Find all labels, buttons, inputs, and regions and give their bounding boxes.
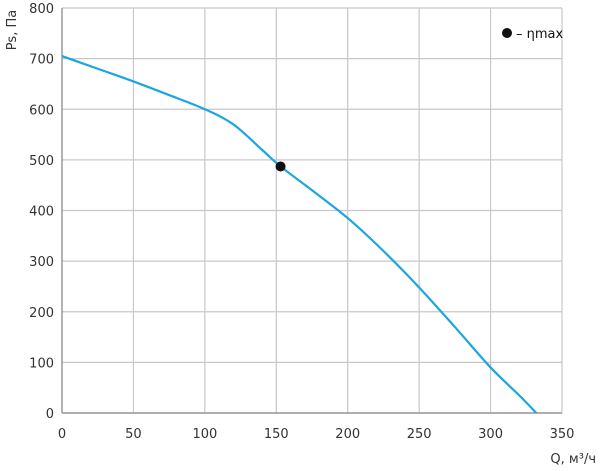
x-tick-label: 300 — [478, 427, 503, 442]
x-tick-label: 50 — [125, 427, 142, 442]
y-axis-label: Ps, Па — [5, 10, 20, 50]
y-tick-label: 100 — [29, 356, 54, 371]
x-tick-label: 350 — [550, 427, 575, 442]
axes — [61, 8, 562, 414]
x-tick-label: 150 — [264, 427, 289, 442]
x-tick-label: 0 — [58, 427, 66, 442]
y-tick-label: 200 — [29, 306, 54, 321]
y-tick-label: 400 — [29, 205, 54, 220]
legend: – ηmax — [502, 27, 564, 42]
legend-marker-icon — [502, 28, 512, 38]
y-tick-label: 800 — [29, 2, 54, 17]
tick-labels: 0 50 100 150 200 250 300 350 0 100 200 300 400 500 600… — [29, 2, 574, 442]
grid — [61, 7, 563, 414]
x-tick-label: 200 — [335, 427, 360, 442]
legend-label: – ηmax — [516, 27, 564, 42]
markers — [275, 161, 286, 172]
eta-max-marker — [275, 161, 286, 172]
y-tick-label: 0 — [46, 407, 54, 422]
y-tick-label: 600 — [29, 103, 54, 118]
x-tick-label: 250 — [407, 427, 432, 442]
series — [61, 55, 538, 414]
y-tick-label: 300 — [29, 255, 54, 270]
pressure-curve — [61, 55, 538, 414]
x-tick-label: 100 — [192, 427, 217, 442]
y-tick-label: 500 — [29, 154, 54, 169]
y-tick-label: 700 — [29, 53, 54, 68]
x-axis-label: Q, м³/ч — [550, 452, 596, 467]
